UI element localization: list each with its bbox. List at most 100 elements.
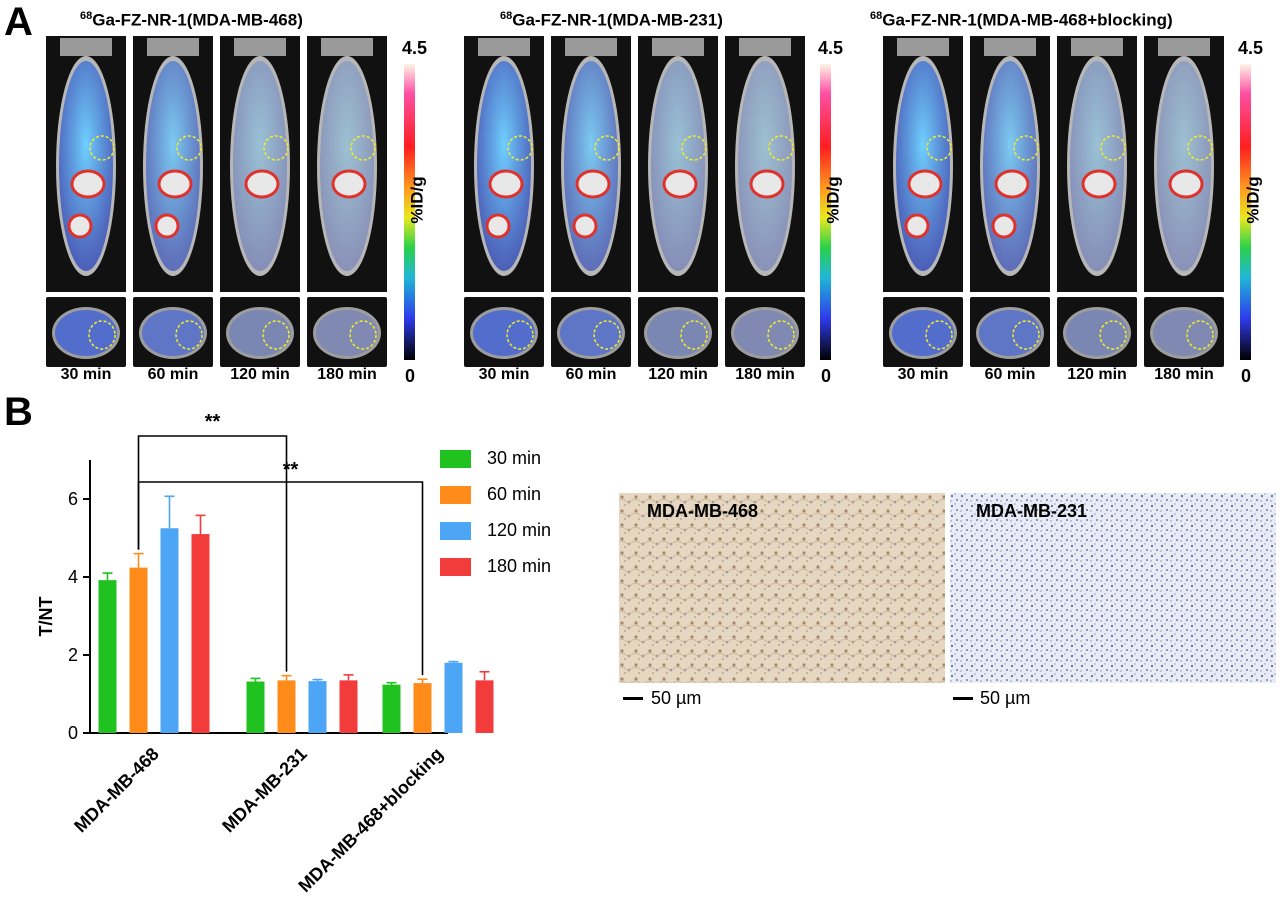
scale-bar xyxy=(623,697,643,700)
legend-item: 30 min xyxy=(440,448,541,469)
timepoint-label: 180 min xyxy=(317,366,377,383)
legend-label: 60 min xyxy=(487,484,542,504)
group-title-text: Ga-FZ-NR-1(MDA-MB-468) xyxy=(92,10,303,30)
timepoint-label: 30 min xyxy=(897,366,949,383)
legend-swatch xyxy=(440,521,471,540)
histology-label: MDA-MB-468 xyxy=(647,501,759,521)
timepoint-label: 180 min xyxy=(735,366,795,383)
isotope-superscript: 68 xyxy=(80,10,93,22)
timepoint-label: 30 min xyxy=(60,366,112,383)
group-title: 68Ga-FZ-NR-1(MDA-MB-468+blocking) xyxy=(870,10,1173,31)
bar xyxy=(98,580,117,733)
colorbar xyxy=(404,64,415,360)
significance-bracket xyxy=(137,481,424,676)
bar xyxy=(129,567,148,733)
y-tick-label: 0 xyxy=(68,723,78,743)
pet-ct-coronal-image xyxy=(551,36,631,292)
legend-item: 120 min xyxy=(440,520,551,541)
group-title-text: Ga-FZ-NR-1(MDA-MB-468+blocking) xyxy=(882,10,1173,30)
pet-ct-coronal-image xyxy=(725,36,805,292)
bar xyxy=(191,534,210,733)
pet-ct-coronal-image xyxy=(1144,36,1224,292)
panel-a-letter: A xyxy=(4,0,33,44)
pet-ct-axial-image xyxy=(638,297,718,367)
colorbar xyxy=(820,64,831,360)
timepoint-label: 60 min xyxy=(565,366,617,383)
legend-item: 60 min xyxy=(440,484,541,505)
pet-ct-axial-image xyxy=(464,297,544,367)
bar xyxy=(246,681,265,733)
pet-ct-coronal-image xyxy=(220,36,300,292)
significance-label-1: ** xyxy=(205,411,221,433)
colorbar-max-label: 4.5 xyxy=(818,38,844,58)
colorbar-max-label: 4.5 xyxy=(402,38,428,58)
timepoint-label: 120 min xyxy=(1067,366,1127,383)
legend-label: 120 min xyxy=(487,520,552,540)
panel-b-letter: B xyxy=(4,390,33,434)
pet-ct-axial-image xyxy=(1144,297,1224,367)
pet-ct-coronal-image xyxy=(307,36,387,292)
bar xyxy=(308,681,327,733)
colorbar xyxy=(1240,64,1251,360)
pet-ct-axial-image xyxy=(133,297,213,367)
bar-chart: T/NT 0 2 4 6 ** ** MDA-MB-468 MDA-MB-231MDA-… xyxy=(36,411,494,896)
timepoint-label: 120 min xyxy=(648,366,708,383)
colorbar-unit-label: %ID/g xyxy=(407,176,427,224)
chart-bars xyxy=(98,495,494,733)
significance-label-2: ** xyxy=(283,459,299,481)
colorbar-max-label: 4.5 xyxy=(1238,38,1264,58)
bar xyxy=(277,680,296,733)
colorbar-unit-label: %ID/g xyxy=(823,176,843,224)
pet-ct-axial-image xyxy=(1057,297,1137,367)
legend-label: 30 min xyxy=(487,448,542,468)
x-tick-label: MDA-MB-468 xyxy=(70,744,163,837)
pet-ct-coronal-image xyxy=(883,36,963,292)
significance-brackets: ** ** xyxy=(137,411,424,676)
pet-ct-axial-image xyxy=(883,297,963,367)
y-tick-label: 2 xyxy=(68,645,78,665)
legend-swatch xyxy=(440,557,471,576)
colorbar-min-label: 0 xyxy=(1241,366,1252,386)
x-tick-label: MDA-MB-468+blocking xyxy=(294,744,446,896)
y-tick-label: 4 xyxy=(68,567,78,587)
isotope-superscript: 68 xyxy=(870,10,883,22)
histology-label: MDA-MB-231 xyxy=(976,501,1088,521)
pet-ct-coronal-image xyxy=(46,36,126,292)
legend-label: 180 min xyxy=(487,556,552,576)
pet-ct-coronal-image xyxy=(970,36,1050,292)
bar xyxy=(339,680,358,733)
y-axis-label: T/NT xyxy=(36,597,56,637)
pet-ct-axial-image xyxy=(46,297,126,367)
pet-ct-axial-image xyxy=(307,297,387,367)
colorbar-min-label: 0 xyxy=(405,366,416,386)
legend-swatch xyxy=(440,485,471,504)
pet-ct-coronal-image xyxy=(133,36,213,292)
timepoint-label: 60 min xyxy=(147,366,199,383)
bar xyxy=(382,684,401,733)
bar xyxy=(444,662,463,733)
scale-bar xyxy=(953,697,973,700)
timepoint-label: 120 min xyxy=(230,366,290,383)
legend-item: 180 min xyxy=(440,556,551,577)
timepoint-label: 60 min xyxy=(984,366,1036,383)
isotope-superscript: 68 xyxy=(500,10,513,22)
histology-image-mda-mb-468: MDA-MB-468 xyxy=(619,493,945,683)
colorbar-unit-label: %ID/g xyxy=(1243,176,1263,224)
bar xyxy=(413,683,432,733)
pet-ct-coronal-image xyxy=(464,36,544,292)
bar xyxy=(475,680,494,733)
pet-ct-axial-image xyxy=(220,297,300,367)
timepoint-label: 180 min xyxy=(1154,366,1214,383)
pet-ct-axial-image xyxy=(551,297,631,367)
bar xyxy=(160,528,179,733)
group-title: 68Ga-FZ-NR-1(MDA-MB-231) xyxy=(500,10,723,31)
scale-bar-label: 50 µm xyxy=(980,688,1031,708)
pet-ct-axial-image xyxy=(725,297,805,367)
pet-ct-axial-image xyxy=(970,297,1050,367)
group-title-text: Ga-FZ-NR-1(MDA-MB-231) xyxy=(512,10,723,30)
group-title: 68Ga-FZ-NR-1(MDA-MB-468) xyxy=(80,10,303,31)
legend-swatch xyxy=(440,449,471,468)
x-tick-label: MDA-MB-231 xyxy=(218,744,311,837)
y-tick-label: 6 xyxy=(68,489,78,509)
